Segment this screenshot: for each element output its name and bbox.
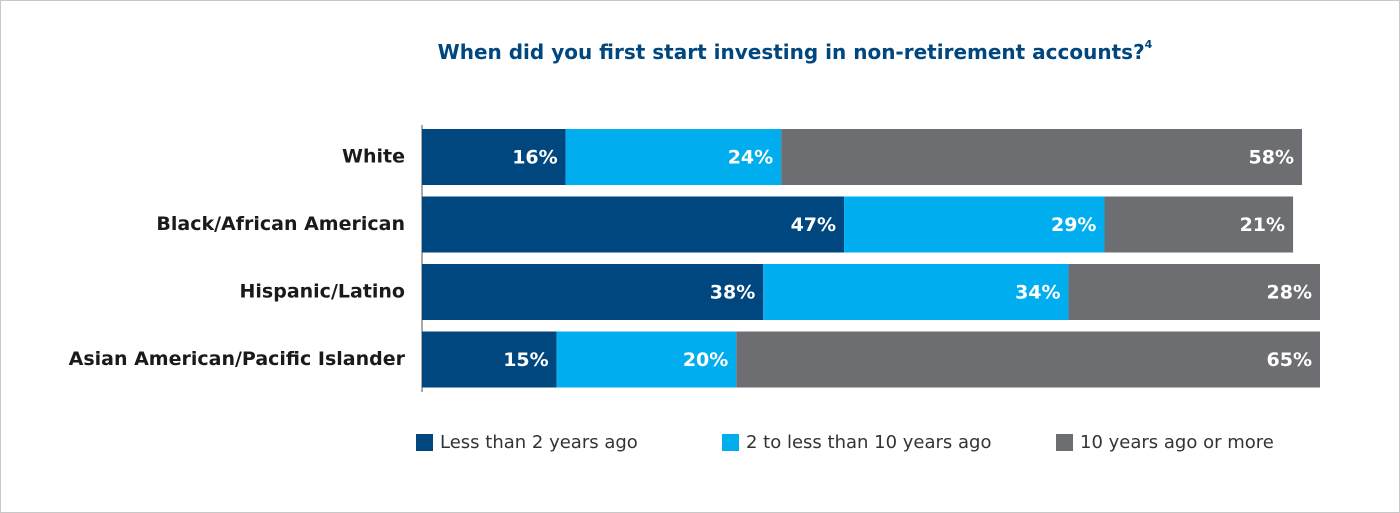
value-label: 15% bbox=[503, 349, 548, 371]
title-text: When did you first start investing in no… bbox=[438, 40, 1145, 64]
category-label: White bbox=[342, 146, 405, 168]
legend-swatch bbox=[722, 434, 739, 451]
value-label: 20% bbox=[683, 349, 728, 371]
bar-segment bbox=[736, 331, 1320, 388]
bar-segment bbox=[1104, 196, 1294, 253]
value-label: 28% bbox=[1267, 282, 1312, 304]
bar-segment bbox=[422, 264, 764, 320]
category-label: Hispanic/Latino bbox=[240, 281, 406, 303]
value-label: 58% bbox=[1249, 147, 1294, 169]
bar-segment bbox=[422, 331, 557, 388]
value-label: 16% bbox=[512, 147, 557, 169]
bar-segment bbox=[1068, 264, 1320, 320]
value-label: 24% bbox=[728, 147, 773, 169]
value-label: 29% bbox=[1051, 214, 1096, 236]
value-label: 47% bbox=[791, 214, 836, 236]
legend-swatch bbox=[416, 434, 433, 451]
category-label: Asian American/Pacific Islander bbox=[69, 348, 406, 370]
chart-title: When did you first start investing in no… bbox=[438, 38, 1153, 64]
value-label: 21% bbox=[1240, 214, 1285, 236]
legend-label: 2 to less than 10 years ago bbox=[746, 432, 992, 453]
value-label: 34% bbox=[1015, 282, 1060, 304]
bar-segment bbox=[844, 196, 1105, 253]
value-label: 65% bbox=[1267, 349, 1312, 371]
legend-swatch bbox=[1056, 434, 1073, 451]
bar-segment bbox=[565, 129, 782, 185]
bar-segment bbox=[422, 129, 566, 185]
bar-segment bbox=[763, 264, 1069, 320]
value-label: 38% bbox=[710, 282, 755, 304]
legend-label: 10 years ago or more bbox=[1080, 432, 1274, 453]
bar-segment bbox=[781, 129, 1303, 185]
bar-segment bbox=[422, 196, 845, 253]
legend-label: Less than 2 years ago bbox=[440, 432, 638, 453]
bar-segment bbox=[556, 331, 737, 388]
category-label: Black/African American bbox=[156, 213, 405, 235]
title-superscript: 4 bbox=[1145, 38, 1153, 51]
